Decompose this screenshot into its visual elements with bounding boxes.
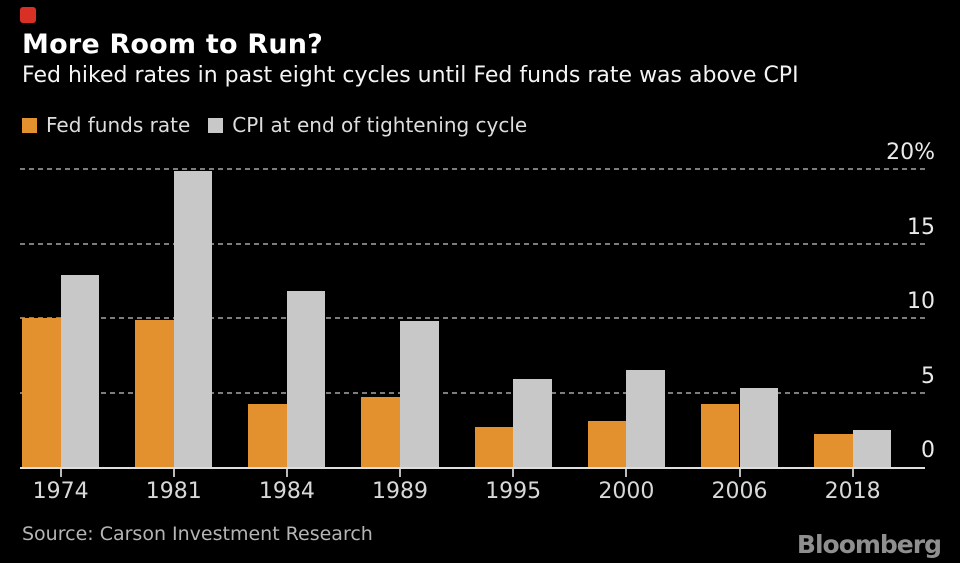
x-axis-label-2018: 2018 [824,479,881,504]
legend-item-1: CPI at end of tightening cycle [208,113,527,137]
y-axis-label-20: 20% [886,140,935,165]
gridline-20 [20,168,925,170]
x-axis-tick-2000 [625,469,628,477]
bar-cpi-1995 [513,379,552,467]
x-axis-tick-1989 [399,469,402,477]
legend-swatch-icon [208,117,224,133]
bar-fed-funds-1981 [135,319,174,467]
x-axis-tick-2006 [738,469,741,477]
bar-fed-funds-2006 [700,404,740,467]
bar-cpi-1984 [286,291,326,467]
bar-fed-funds-1984 [248,404,287,467]
y-axis-label-0: 0 [921,438,935,463]
bar-cpi-1974 [60,274,100,467]
bar-fed-funds-1989 [361,396,401,467]
legend-swatch-icon [22,117,37,133]
x-axis-label-2006: 2006 [711,479,768,504]
x-axis-label-1989: 1989 [372,479,429,504]
x-axis-tick-1984 [285,469,288,477]
bar-cpi-2006 [739,388,779,467]
y-axis-label-10: 10 [907,289,935,314]
bar-fed-funds-2000 [587,420,627,467]
bar-fed-funds-2018 [814,434,853,467]
plot-area [20,168,925,477]
chart-legend: Fed funds rate CPI at end of tightening c… [22,113,527,137]
x-axis-label-1984: 1984 [258,479,315,504]
y-axis-label-15: 15 [907,214,935,240]
bar-cpi-1989 [400,320,439,467]
chart-subtitle: Fed hiked rates in past eight cycles unt… [22,63,799,88]
bar-fed-funds-1995 [474,426,514,467]
bar-fed-funds-1974 [22,318,61,467]
bar-cpi-2000 [626,370,665,467]
bar-cpi-2018 [852,429,892,467]
source-credit: Source: Carson Investment Research [22,523,373,545]
legend-label: Fed funds rate [46,113,191,137]
legend-item-0: Fed funds rate [22,113,190,137]
bar-cpi-1981 [173,170,213,467]
gridline-15 [20,242,925,245]
x-axis-label-1974: 1974 [32,479,89,504]
x-axis-label-1981: 1981 [145,479,202,504]
x-axis-tick-2018 [851,469,854,477]
red-square-marker [20,7,36,23]
x-axis-label-2000: 2000 [598,479,655,504]
legend-label: CPI at end of tightening cycle [232,113,528,137]
gridline-5 [20,391,925,394]
x-axis-tick-1995 [512,469,515,477]
chart-title: More Room to Run? [22,29,324,60]
x-axis-label-1995: 1995 [485,479,542,504]
y-axis-label-5: 5 [921,363,935,389]
gridline-10 [20,317,925,319]
bloomberg-logo: Bloomberg [796,530,942,559]
x-axis-tick-1981 [172,469,175,477]
x-axis-tick-1974 [59,469,62,477]
